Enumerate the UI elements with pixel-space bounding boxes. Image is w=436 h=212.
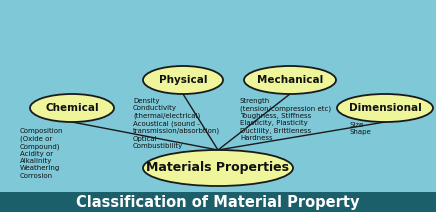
Ellipse shape [30, 94, 114, 122]
Text: Density
Conductivity
(thermal/electrical)
Acoustical (sound -
transmission/absor: Density Conductivity (thermal/electrical… [133, 98, 220, 149]
Ellipse shape [337, 94, 433, 122]
Text: Strength
(tension/compression etc)
Toughness, Stiffness
Elasticity, Plasticity
D: Strength (tension/compression etc) Tough… [240, 98, 331, 141]
Text: Dimensional: Dimensional [349, 103, 421, 113]
Text: Materials Properties: Materials Properties [146, 162, 290, 174]
Text: Classification of Material Property: Classification of Material Property [76, 194, 360, 209]
Ellipse shape [143, 66, 223, 94]
Ellipse shape [244, 66, 336, 94]
Ellipse shape [143, 150, 293, 186]
Text: Size
Shape: Size Shape [350, 122, 372, 135]
Text: Composition
(Oxide or
Compound)
Acidity or
Alkalinity
Weathering
Corrosion: Composition (Oxide or Compound) Acidity … [20, 128, 64, 179]
Text: Physical: Physical [159, 75, 207, 85]
Text: Mechanical: Mechanical [257, 75, 323, 85]
Text: Chemical: Chemical [45, 103, 99, 113]
Bar [0, 192, 436, 212]
